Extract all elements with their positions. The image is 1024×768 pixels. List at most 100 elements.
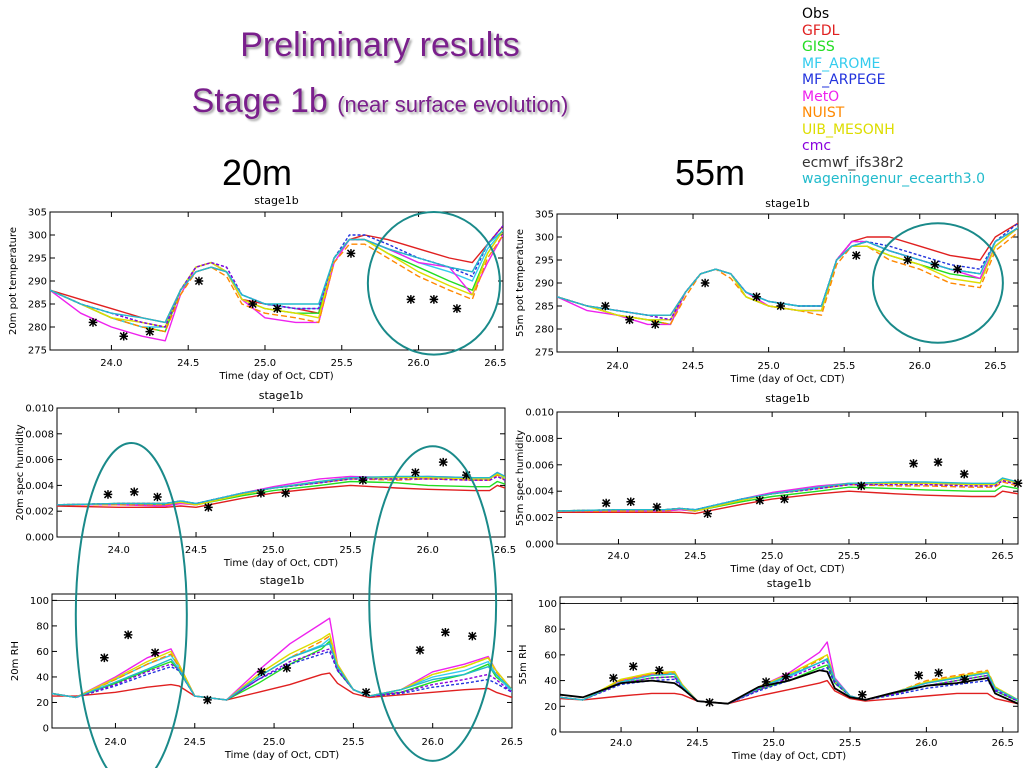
x-tick-label: 25.5: [339, 545, 361, 556]
obs-marker: [282, 663, 292, 673]
y-tick-label: 280: [535, 325, 554, 336]
obs-marker: [346, 249, 356, 258]
series-line-nuist: [52, 635, 512, 701]
plot-frame: [51, 593, 513, 729]
obs-marker: [361, 687, 371, 697]
plot-frame: [556, 213, 1019, 353]
chart-title: stage1b: [254, 194, 299, 207]
series-line-uib-mesonh: [50, 230, 503, 328]
chart-panel-q20: stage1b 24.0 24.5 25.0 25.5 26.0 26.5 0.000 0.00…: [15, 389, 516, 569]
series-line-wageningenur-ecearth3-0: [52, 643, 512, 701]
x-tick-label: 24.5: [686, 738, 708, 749]
x-tick-label: 26.5: [984, 361, 1006, 372]
x-tick-label: 26.0: [422, 737, 444, 748]
obs-marker: [281, 488, 290, 498]
obs-marker: [609, 673, 618, 683]
chart-title: stage1b: [260, 574, 305, 587]
x-tick-label: 24.5: [177, 358, 199, 369]
obs-marker: [415, 645, 425, 655]
legend-entry: GFDL: [802, 22, 840, 39]
plot-frame: [559, 596, 1019, 733]
obs-marker: [123, 630, 133, 640]
series-line-wageningenur-ecearth3-0: [557, 227, 1018, 316]
x-tick-label: 25.0: [254, 358, 276, 369]
x-tick-label: 24.0: [610, 738, 632, 749]
obs-marker: [776, 301, 785, 311]
obs-marker: [761, 677, 771, 687]
x-tick-label: 24.0: [100, 358, 122, 369]
legend-entry: wageningenur_ecearth3.0: [802, 171, 986, 187]
y-tick-label: 80: [544, 625, 557, 636]
obs-marker: [438, 457, 448, 467]
obs-marker: [700, 278, 710, 288]
obs-marker: [703, 509, 712, 518]
x-tick-label: 25.5: [838, 551, 860, 562]
series-line-wageningenur-ecearth3-0: [560, 658, 1018, 705]
x-tick-label: 26.5: [501, 737, 523, 748]
y-tick-label: 0.006: [25, 455, 54, 466]
y-tick-label: 305: [28, 208, 47, 219]
series-line-gfdl: [57, 484, 505, 508]
legend-entry: GISS: [802, 39, 835, 55]
series-line-nuist: [557, 481, 1018, 512]
x-tick-label: 24.0: [108, 545, 130, 556]
y-tick-label: 80: [36, 621, 49, 632]
series-line-nuist: [50, 234, 503, 333]
obs-marker: [654, 665, 664, 675]
legend-entry: MF_ARPEGE: [802, 72, 886, 88]
x-tick-label: 26.0: [915, 738, 937, 749]
obs-marker: [851, 251, 861, 260]
slide-title: Preliminary results: [240, 26, 520, 64]
series-line-wageningenur-ecearth3-0: [57, 471, 505, 506]
series-line-obs: [560, 669, 1018, 705]
model-legend: Obs GFDL GISS MF_AROME MF_ARPEGE MetO NUIST UIB…: [802, 6, 985, 188]
y-tick-label: 290: [535, 279, 554, 290]
obs-marker: [468, 631, 477, 641]
highlight-ellipse: [366, 210, 501, 356]
y-tick-label: 305: [535, 210, 554, 221]
y-tick-label: 275: [28, 346, 47, 357]
column-label-20m: 20m: [222, 152, 293, 193]
y-tick-label: 0.000: [525, 540, 554, 551]
obs-marker: [781, 672, 791, 682]
y-tick-label: 0: [43, 724, 49, 735]
obs-marker: [429, 295, 439, 304]
y-tick-label: 60: [544, 650, 557, 661]
x-axis-label: Time (day of Oct, CDT): [224, 750, 339, 761]
y-axis-label: 55m RH: [518, 644, 529, 684]
series-line-giss: [557, 227, 1018, 326]
series-line-wageningenur-ecearth3-0: [557, 477, 1018, 512]
y-tick-label: 0.004: [525, 487, 554, 498]
obs-marker: [601, 498, 611, 508]
chart-title: stage1b: [765, 197, 810, 210]
obs-marker: [960, 674, 969, 684]
obs-marker: [909, 459, 918, 468]
obs-marker: [959, 469, 969, 479]
x-axis-label: Time (day of Oct, CDT): [729, 564, 844, 575]
series-group: [52, 617, 512, 701]
obs-marker: [406, 295, 416, 304]
obs-marker: [272, 304, 282, 313]
chart-panel-rh55: stage1b 24.0 24.5 25.0 25.5 26.0 26.5 0 20 40 60 80…: [518, 577, 1019, 762]
obs-marker: [150, 648, 160, 658]
series-line-uib-mesonh: [52, 632, 512, 701]
obs-marker: [752, 292, 761, 302]
slide-subtitle: Stage 1b (near surface evolution): [0, 82, 760, 121]
obs-marker: [652, 502, 662, 512]
chart-panel-t55: stage1b 24.0 24.5 25.0 25.5 26.0 26.5 275 280 285…: [515, 197, 1019, 385]
y-tick-label: 0.004: [25, 481, 54, 492]
x-tick-label: 26.5: [992, 551, 1014, 562]
obs-marker: [934, 668, 943, 678]
y-tick-label: 0.008: [25, 429, 54, 440]
y-tick-label: 300: [28, 231, 47, 242]
obs-marker: [933, 457, 943, 467]
y-tick-label: 0.002: [525, 513, 554, 524]
obs-marker: [358, 475, 368, 485]
obs-marker: [1013, 478, 1023, 488]
x-tick-label: 25.5: [342, 737, 364, 748]
obs-marker: [103, 490, 113, 499]
obs-marker: [601, 301, 610, 311]
x-tick-label: 24.5: [682, 361, 704, 372]
obs-marker: [705, 698, 714, 707]
obs-marker: [914, 671, 924, 680]
